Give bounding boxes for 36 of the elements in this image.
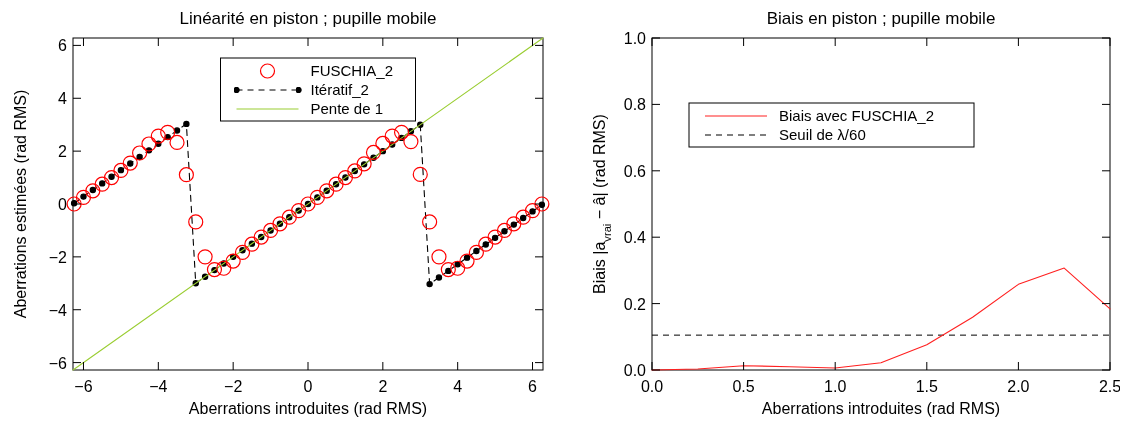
- chart-title: Biais en piston ; pupille mobile: [766, 9, 996, 28]
- legend-label: Itératif_2: [310, 81, 369, 98]
- y-tick-label: 0.8: [623, 96, 647, 114]
- x-tick-label: 2.5: [1098, 378, 1122, 395]
- x-tick-label: −2: [224, 378, 243, 395]
- y-tick-label: 0.0: [623, 362, 647, 379]
- legend-label: Pente de 1: [310, 100, 384, 117]
- y-tick-label: −2: [48, 248, 68, 266]
- legend-label: Seuil de λ/60: [779, 126, 866, 143]
- y-tick-label: 4: [58, 90, 68, 108]
- y-tick-label: 0.6: [623, 162, 647, 180]
- y-tick-label: −4: [48, 301, 68, 319]
- y-tick-label: 1.0: [623, 30, 647, 47]
- x-tick-label: −6: [74, 378, 93, 395]
- y-axis-title: Aberrations estimées (rad RMS): [12, 89, 29, 319]
- y-tick-label: 0.4: [623, 229, 647, 247]
- legend-label: FUSCHIA_2: [310, 62, 394, 79]
- x-axis-title: Aberrations introduites (rad RMS): [761, 400, 1001, 417]
- y-tick-label: 2: [58, 143, 68, 161]
- x-tick-label: 6: [528, 378, 538, 395]
- x-axis-title: Aberrations introduites (rad RMS): [188, 400, 428, 417]
- y-tick-label: −6: [48, 354, 68, 372]
- x-tick-label: 1.0: [824, 378, 847, 395]
- y-tick-label: 0: [58, 196, 68, 213]
- x-tick-label: 0.0: [640, 378, 664, 395]
- y-tick-label: 6: [58, 37, 68, 55]
- x-tick-label: −4: [149, 378, 168, 395]
- x-tick-label: 1.5: [915, 378, 939, 395]
- chart-title: Linéarité en piston ; pupille mobile: [179, 9, 437, 28]
- x-tick-label: 2: [378, 378, 388, 395]
- x-tick-label: 0: [303, 378, 313, 395]
- legend-label: Biais avec FUSCHIA_2: [779, 107, 935, 124]
- x-tick-label: 2.0: [1007, 378, 1030, 395]
- x-tick-label: 4: [453, 378, 463, 395]
- x-tick-label: 0.5: [732, 378, 755, 395]
- y-tick-label: 0.2: [623, 295, 647, 313]
